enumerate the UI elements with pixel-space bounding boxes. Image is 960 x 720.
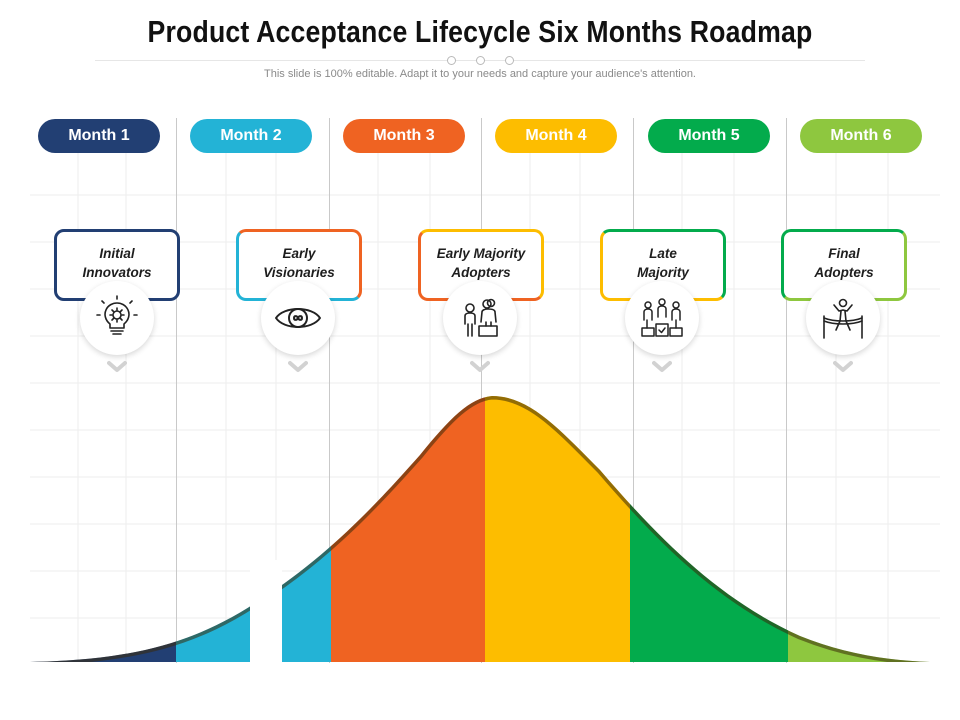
eye-infinity-icon	[275, 308, 321, 328]
stage-4-line-1: Late	[649, 246, 677, 261]
people-podium-icon	[641, 298, 683, 337]
chevron-down-icon	[833, 361, 853, 372]
column-separator	[329, 118, 330, 663]
month-6-pill: Month 6	[800, 119, 922, 153]
stage-3-line-1: Early Majority	[436, 246, 526, 261]
curve-segment-month-4	[485, 396, 630, 662]
column-separator	[786, 118, 787, 663]
icon-badge-5	[806, 281, 880, 355]
month-1-pill: Month 1	[38, 119, 160, 153]
stage-2-line-2: Visionaries	[263, 265, 335, 280]
subtitle: This slide is 100% editable. Adapt it to…	[264, 68, 696, 80]
stage-card-initial-innovators: Initial Innovators	[54, 229, 180, 301]
icon-badge-3	[443, 281, 517, 355]
month-2-pill: Month 2	[190, 119, 312, 153]
month-3-pill: Month 3	[343, 119, 465, 153]
stage-1-line-2: Innovators	[82, 265, 152, 280]
decorative-dots	[447, 56, 517, 66]
column-separator	[481, 118, 482, 663]
chasm-gap	[250, 560, 282, 664]
people-adopters-icon	[464, 298, 498, 337]
stage-4-line-2: Majority	[637, 265, 689, 280]
stage-5-line-1: Final	[828, 246, 860, 261]
curve-segment-month-5	[630, 396, 788, 662]
stage-5-line-2: Adopters	[814, 265, 874, 280]
finish-line-icon	[823, 298, 863, 339]
stage-1-line-1: Initial	[99, 246, 135, 261]
chevron-down-icon	[288, 361, 308, 372]
chevron-down-icon	[652, 361, 672, 372]
icon-badge-1	[80, 281, 154, 355]
icon-badge-2	[261, 281, 335, 355]
column-separator	[176, 118, 177, 663]
stage-2-line-1: Early	[282, 246, 316, 261]
column-separator	[633, 118, 634, 663]
curve-segment-month-1	[30, 396, 176, 662]
chevron-down-icon	[107, 361, 127, 372]
stage-3-line-2: Adopters	[451, 265, 511, 280]
page-title: Product Acceptance Lifecycle Six Months …	[147, 14, 813, 49]
icon-badge-4	[625, 281, 699, 355]
month-5-pill: Month 5	[648, 119, 770, 153]
lightbulb-gear-icon	[96, 295, 138, 335]
chevron-down-icon	[470, 361, 490, 372]
curve-segment-month-6	[788, 396, 930, 662]
month-4-pill: Month 4	[495, 119, 617, 153]
